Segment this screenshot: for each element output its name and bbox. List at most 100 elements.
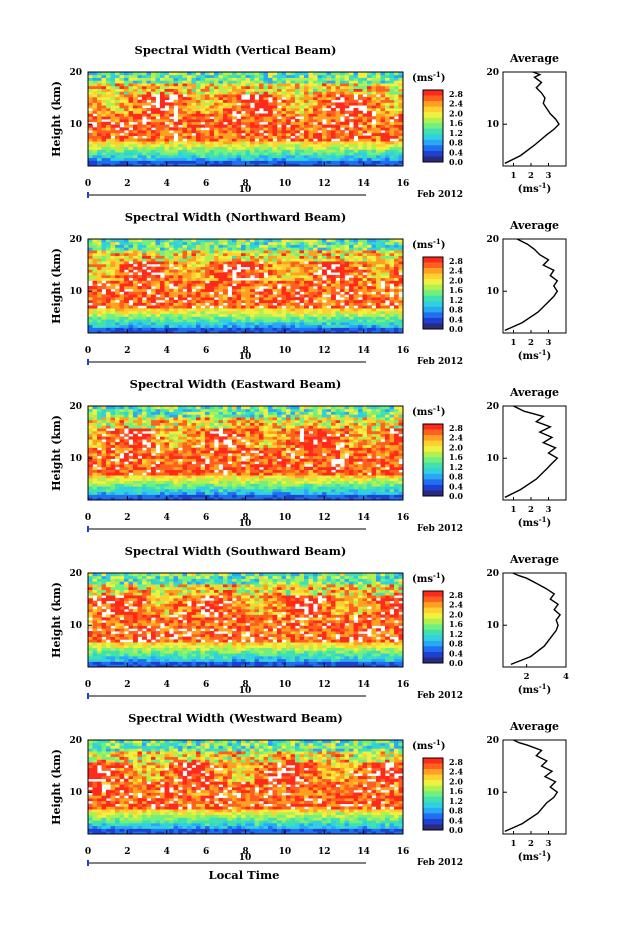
heatmap-cell [88, 244, 93, 248]
heatmap-cell [124, 453, 129, 457]
heatmap-cell [110, 319, 116, 323]
heatmap-cell [205, 310, 210, 315]
heatmap-cell [236, 138, 242, 142]
heatmap-cell [335, 77, 341, 81]
heatmap-cell [106, 280, 111, 284]
heatmap-cell [182, 330, 188, 334]
heatmap-cell [317, 261, 323, 265]
heatmap-cell [250, 316, 255, 320]
heatmap-cell [97, 475, 102, 479]
heatmap-cell [119, 297, 125, 301]
heatmap-cell [295, 143, 300, 148]
heatmap-cell [236, 146, 242, 150]
heatmap-cell [187, 241, 192, 245]
heatmap-cell [182, 291, 188, 295]
heatmap-cell [281, 83, 287, 87]
x-tick-label: 12 [318, 346, 331, 356]
heatmap-cell [326, 110, 332, 114]
heatmap-cell [263, 294, 269, 298]
heatmap-cell [335, 258, 341, 262]
heatmap-cell [245, 239, 251, 243]
heatmap-cell [115, 483, 120, 487]
heatmap-cell [340, 272, 345, 276]
heatmap-cell [169, 302, 174, 306]
heatmap-cell [128, 408, 134, 412]
heatmap-cell [200, 77, 206, 81]
heatmap-cell [200, 319, 206, 323]
heatmap-cell [299, 160, 305, 164]
heatmap-cell [380, 319, 386, 323]
heatmap-cell [254, 146, 260, 150]
heatmap-cell [137, 255, 143, 259]
heatmap-cell [331, 319, 336, 323]
heatmap-cell [182, 286, 188, 290]
heatmap-cell [218, 280, 224, 284]
heatmap-cell [286, 274, 291, 279]
heatmap-cell [209, 149, 215, 153]
heatmap-cell [97, 319, 102, 323]
heatmap-cell [142, 77, 147, 81]
heatmap-cell [286, 160, 291, 164]
heatmap-cell [398, 277, 404, 281]
heatmap-cell [281, 255, 287, 259]
heatmap-cell [218, 77, 224, 81]
heatmap-cell [101, 146, 107, 150]
heatmap-cell [187, 305, 192, 309]
heatmap-cell [380, 316, 386, 320]
heatmap-cell [367, 102, 372, 106]
heatmap-cell [205, 107, 210, 112]
heatmap-cell [187, 132, 192, 136]
x-tick-label: 12 [318, 179, 331, 189]
heatmap-cell [241, 154, 246, 159]
heatmap-cell [268, 127, 273, 131]
heatmap-cell [322, 291, 327, 295]
heatmap-cell [92, 291, 98, 295]
heatmap-cell [209, 146, 215, 150]
heatmap-cell [137, 327, 143, 331]
heatmap-cell [146, 439, 152, 443]
heatmap-cell [245, 127, 251, 131]
heatmap-cell [371, 277, 377, 281]
heatmap-cell [200, 288, 206, 292]
heatmap-cell [133, 72, 138, 76]
heatmap-cell [137, 80, 143, 84]
heatmap-cell [160, 124, 165, 128]
heatmap-cell [218, 160, 224, 164]
heatmap-cell [124, 255, 129, 259]
heatmap-cell [272, 116, 278, 120]
heatmap-cell [169, 255, 174, 259]
heatmap-cell [385, 283, 390, 287]
heatmap-cell [344, 321, 350, 326]
heatmap-cell [245, 105, 251, 109]
heatmap-cell [191, 274, 197, 279]
heatmap-cell [362, 99, 368, 103]
heatmap-cell [385, 313, 390, 317]
heatmap-cell [259, 244, 264, 248]
heatmap-cell [367, 124, 372, 128]
heatmap-cell [187, 239, 192, 243]
heatmap-cell [376, 269, 381, 273]
heatmap-cell [173, 121, 179, 125]
heatmap-cell [124, 258, 129, 262]
heatmap-cell [304, 72, 309, 76]
colorbar-segment [423, 123, 443, 130]
heatmap-cell [223, 321, 228, 326]
heatmap-cell [308, 266, 314, 270]
heatmap-cell [146, 477, 152, 482]
heatmap-cell [88, 483, 93, 487]
heatmap-cell [133, 138, 138, 142]
heatmap-cell [119, 441, 125, 446]
heatmap-cell [304, 291, 309, 295]
heatmap-cell [317, 313, 323, 317]
heatmap-cell [281, 297, 287, 301]
heatmap-cell [286, 263, 291, 268]
heatmap-cell [308, 141, 314, 145]
heatmap-cell [97, 119, 102, 123]
heatmap-cell [178, 291, 183, 295]
heatmap-cell [182, 141, 188, 145]
heatmap-cell [281, 143, 287, 148]
heatmap-cell [385, 288, 390, 292]
heatmap-cell [250, 146, 255, 150]
heatmap-cell [295, 263, 300, 268]
heatmap-cell [380, 152, 386, 156]
